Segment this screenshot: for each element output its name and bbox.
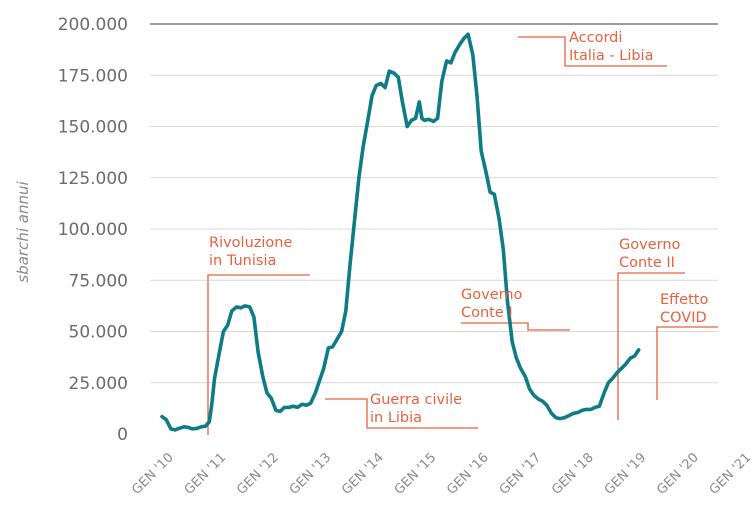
annotation-text: Governo [461, 287, 523, 303]
x-tick-label: GEN '16 [444, 450, 492, 498]
annotation-leader [656, 326, 718, 400]
x-tick-label: GEN '21 [707, 450, 755, 498]
annotation-text: in Libia [370, 410, 422, 426]
x-tick-label: GEN '13 [287, 450, 335, 498]
y-tick-label: 50.000 [69, 323, 128, 343]
annotation-leaders [207, 36, 718, 435]
x-tick-label: GEN '19 [602, 450, 650, 498]
x-tick-label: GEN '20 [654, 450, 702, 498]
y-tick-label: 100.000 [58, 220, 128, 240]
annotation-text: Accordi [569, 30, 622, 46]
y-tick-label: 175.000 [58, 66, 128, 86]
x-tick-label: GEN '17 [497, 450, 545, 498]
annotation-leader [325, 398, 478, 429]
series-line [160, 32, 641, 432]
x-tick-label: GEN '14 [339, 450, 387, 498]
x-tick-label: GEN '15 [392, 450, 440, 498]
annotation-text: Rivoluzione [209, 235, 292, 251]
y-tick-label: 25.000 [69, 374, 128, 394]
y-tick-label: 150.000 [58, 118, 128, 138]
annotation-text: Guerra civile [370, 392, 462, 408]
annotation-text: Effetto [660, 292, 708, 308]
annotation-leader [518, 36, 667, 67]
y-axis-ticks: 0 25.000 50.000 75.000 100.000 125.000 150.000… [58, 15, 128, 445]
annotation-leader [461, 322, 570, 331]
y-tick-label: 125.000 [58, 169, 128, 189]
x-axis-ticks: GEN '10 GEN '11 GEN '12 GEN '13 GEN '14 GEN '… [129, 450, 754, 498]
y-axis-label: sbarchi annui [14, 181, 32, 283]
grid-lines [150, 23, 718, 384]
annotations: Rivoluzione in Tunisia Guerra civile in Lib… [209, 30, 708, 426]
x-tick-label: GEN '12 [234, 450, 282, 498]
annotation-text: in Tunisia [209, 253, 276, 269]
annotation-text: Governo [619, 237, 681, 253]
y-tick-label: 200.000 [58, 15, 128, 35]
annotation-text: Conte II [619, 255, 675, 271]
y-tick-label: 0 [117, 425, 128, 445]
annotation-text: Italia - Libia [569, 48, 653, 64]
x-tick-label: GEN '10 [129, 450, 177, 498]
annotation-text: COVID [660, 310, 707, 326]
annotation-text: Conte I [461, 305, 513, 321]
x-tick-label: GEN '11 [182, 450, 230, 498]
y-tick-label: 75.000 [69, 271, 128, 291]
annotation-leader [207, 274, 310, 435]
x-tick-label: GEN '18 [549, 450, 597, 498]
